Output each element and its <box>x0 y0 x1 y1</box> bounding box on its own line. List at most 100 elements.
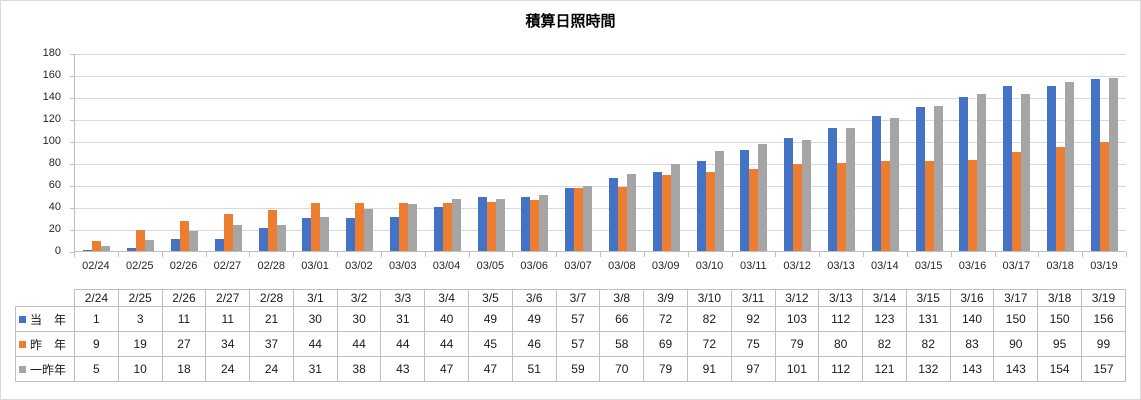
date-header-cell: 3/15 <box>905 289 951 307</box>
bar-this-year <box>827 127 837 251</box>
x-axis-label: 02/25 <box>125 260 154 272</box>
bar-this-year <box>83 249 93 251</box>
bar-this-year <box>433 207 443 251</box>
x-axis-tick <box>863 252 864 257</box>
bar-year-before-last <box>451 199 461 251</box>
value-cell: 24 <box>205 356 251 382</box>
bar-last-year <box>92 241 102 251</box>
x-axis-label: 03/06 <box>520 260 548 272</box>
x-axis-tick <box>1038 252 1040 257</box>
date-header-cell: 3/2 <box>336 289 382 307</box>
bar-year-before-last <box>845 127 855 251</box>
date-header-cell: 3/8 <box>599 289 645 307</box>
x-axis-label: 03/16 <box>958 260 987 272</box>
bar-last-year <box>442 202 452 251</box>
bar-last-year <box>617 187 627 251</box>
value-cell: 90 <box>993 331 1039 357</box>
x-axis-label: 02/27 <box>213 260 242 272</box>
bar-year-before-last <box>320 216 330 251</box>
value-cell: 31 <box>292 356 338 382</box>
table-header-row: 2/24 2/25 2/26 2/27 2/28 3/1 3/2 3/3 3/4 3/5 3/6 3/… <box>16 289 1127 307</box>
bar-last-year <box>749 168 759 251</box>
bar-group-03-13 <box>820 54 864 251</box>
bar-group-02-25 <box>119 54 163 251</box>
bar-year-before-last <box>1064 81 1074 251</box>
gridline-120 <box>75 120 1126 121</box>
value-cell: 72 <box>643 306 688 332</box>
value-cell: 121 <box>862 356 907 382</box>
bar-group-03-10 <box>688 54 732 251</box>
x-axis-label: 03/14 <box>871 260 899 272</box>
date-header-cell: 2/24 <box>74 289 119 307</box>
bar-this-year <box>696 160 706 251</box>
value-cell: 80 <box>818 331 864 357</box>
legend-cell-last-year: 昨 年 <box>15 331 75 357</box>
value-cell: 101 <box>774 356 820 382</box>
value-cell: 99 <box>1080 331 1127 357</box>
x-axis-label: 03/15 <box>914 260 943 272</box>
x-axis-label: 03/11 <box>739 260 767 272</box>
plot-area <box>74 54 1126 252</box>
bar-year-before-last <box>539 194 549 251</box>
table-row-year-before-last: 一昨年 5 10 18 24 24 31 38 43 47 47 51 59 70 79 91 97 101 112… <box>15 356 1127 382</box>
value-cell: 57 <box>555 306 601 332</box>
x-axis-tick <box>293 252 295 257</box>
bar-group-03-16 <box>951 54 995 251</box>
y-axis-label: 60 <box>48 179 61 191</box>
table-row-last-year: 昨 年 9 19 27 34 37 44 44 44 44 45 46 57 58 69 72 75 79 80 82… <box>15 331 1127 357</box>
bar-last-year <box>836 163 846 251</box>
date-header-cell: 3/7 <box>555 289 601 307</box>
value-cell: 132 <box>905 356 951 382</box>
value-cell: 11 <box>205 306 251 332</box>
bar-group-03-03 <box>382 54 426 251</box>
bar-group-03-14 <box>863 54 907 251</box>
y-axis-label: 0 <box>54 245 61 257</box>
value-cell: 47 <box>468 356 513 382</box>
value-cell: 34 <box>205 331 251 357</box>
bar-year-before-last <box>977 93 987 251</box>
value-cell: 97 <box>730 356 776 382</box>
x-axis-label: 03/01 <box>301 260 329 272</box>
bar-year-before-last <box>714 150 724 251</box>
bar-year-before-last <box>101 245 111 251</box>
chart-title: 積算日照時間 <box>525 13 616 30</box>
bar-year-before-last <box>626 174 636 251</box>
x-axis-label: 03/18 <box>1046 260 1074 272</box>
y-axis-label: 100 <box>42 135 61 147</box>
bar-last-year <box>486 201 496 251</box>
value-cell: 57 <box>555 331 601 357</box>
y-axis-tick <box>70 252 74 253</box>
gridline-60 <box>75 186 1126 187</box>
x-axis-label: 03/19 <box>1090 260 1118 272</box>
x-axis-tick <box>74 252 75 257</box>
bar-group-03-05 <box>469 54 513 251</box>
bar-group-03-17 <box>995 54 1039 251</box>
bar-this-year <box>214 238 224 251</box>
y-axis-label: 180 <box>42 47 61 59</box>
value-cell: 10 <box>117 356 163 382</box>
bar-year-before-last <box>1108 78 1118 251</box>
bar-this-year <box>959 97 969 251</box>
corner-cell <box>16 290 75 307</box>
value-cell: 40 <box>424 306 470 332</box>
date-header-cell: 3/12 <box>774 289 820 307</box>
value-cell: 47 <box>424 356 470 382</box>
x-axis-label: 02/28 <box>257 260 285 272</box>
x-axis: 02/24 02/25 02/26 02/27 02/28 03/01 03/02 03/03… <box>74 260 1126 276</box>
value-cell: 79 <box>643 356 688 382</box>
date-header-cell: 3/11 <box>730 289 776 307</box>
value-cell: 75 <box>730 331 776 357</box>
x-axis-tick <box>249 252 251 257</box>
bar-this-year <box>258 227 268 251</box>
bar-year-before-last <box>1021 93 1031 251</box>
x-axis-label: 03/09 <box>651 260 680 272</box>
bar-year-before-last <box>802 139 812 251</box>
gridlines <box>75 54 1126 251</box>
value-cell: 82 <box>862 331 907 357</box>
bar-this-year <box>652 171 662 251</box>
bar-group-02-26 <box>163 54 207 251</box>
value-cell: 44 <box>336 331 382 357</box>
bar-this-year <box>170 238 180 251</box>
bar-last-year <box>530 200 540 251</box>
